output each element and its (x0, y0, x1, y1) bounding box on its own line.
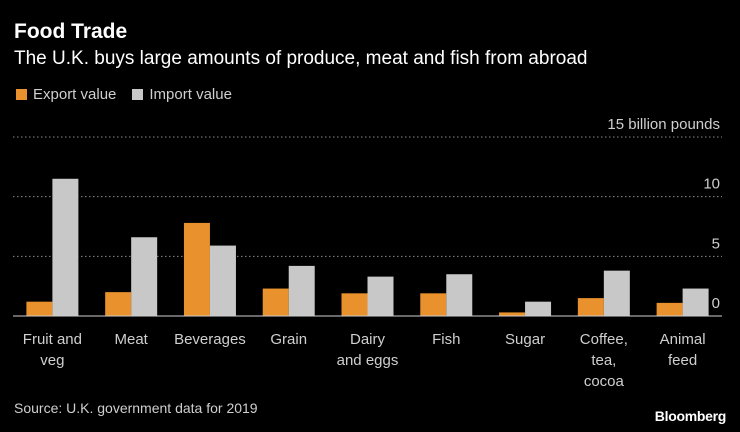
y-tick-label: 5 (712, 235, 720, 252)
import-bar (682, 288, 709, 316)
source-note: Source: U.K. government data for 2019 (14, 400, 258, 416)
legend: Export value Import value (16, 86, 248, 103)
x-tick-label: Animal feed (660, 331, 706, 369)
legend-label-import: Import value (149, 86, 232, 103)
import-bar (288, 265, 315, 316)
x-tick-label: Coffee, tea, cocoa (580, 331, 628, 390)
x-tick-label: Sugar (505, 331, 545, 348)
import-bar (52, 178, 79, 316)
export-bar (499, 312, 526, 316)
export-bar (183, 222, 210, 316)
export-bar (26, 301, 53, 316)
legend-swatch-import (132, 89, 144, 100)
x-tick-label: Fruit and veg (23, 331, 82, 369)
chart-title: Food Trade (14, 20, 128, 43)
legend-item-export: Export value (16, 86, 116, 103)
export-bar (656, 302, 683, 316)
export-bar (420, 293, 447, 316)
import-bar (209, 245, 236, 316)
x-tick-label: Meat (114, 331, 148, 348)
y-tick-label: 0 (712, 295, 720, 312)
export-bar (105, 292, 132, 316)
import-bar (603, 270, 630, 316)
export-bar (262, 288, 289, 316)
legend-swatch-export (16, 89, 27, 100)
y-tick-label: 15 billion pounds (607, 116, 720, 133)
import-bar (131, 237, 158, 316)
import-bar (367, 276, 394, 316)
import-bar (525, 301, 552, 316)
export-bar (341, 293, 368, 316)
legend-item-import: Import value (132, 86, 232, 103)
export-bar (577, 298, 604, 316)
x-tick-label: Grain (270, 331, 307, 348)
x-tick-label: Beverages (174, 331, 246, 348)
import-bar (446, 274, 473, 316)
legend-label-export: Export value (33, 86, 117, 103)
bloomberg-logo: Bloomberg (654, 408, 727, 424)
x-tick-label: Dairy and eggs (337, 331, 399, 369)
y-tick-label: 10 (703, 176, 720, 193)
chart-subtitle: The U.K. buys large amounts of produce, … (14, 48, 588, 69)
x-tick-label: Fish (432, 331, 460, 348)
